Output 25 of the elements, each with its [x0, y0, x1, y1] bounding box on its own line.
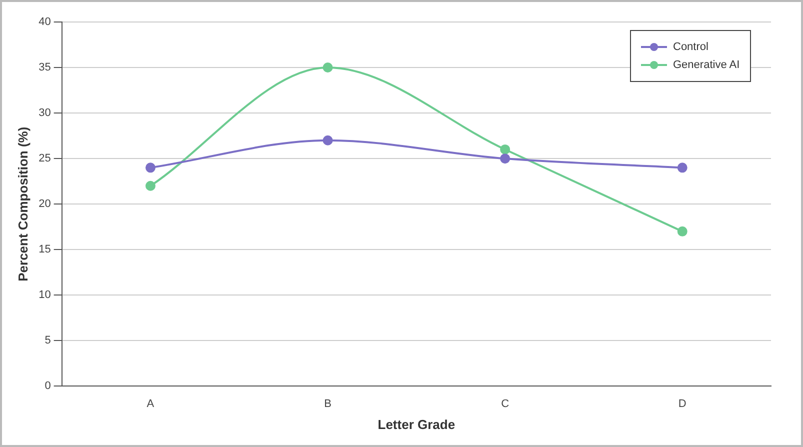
- y-tick-label: 25: [38, 152, 51, 165]
- y-tick-label: 10: [38, 289, 51, 302]
- point: [500, 144, 510, 154]
- point: [145, 180, 156, 191]
- x-tick-label: B: [324, 398, 332, 410]
- y-tick-label: 0: [44, 380, 51, 392]
- y-tick-label: 15: [38, 244, 51, 256]
- y-tick-label: 30: [38, 107, 51, 120]
- legend-label: Control: [673, 41, 708, 53]
- x-axis-title: Letter Grade: [378, 416, 456, 432]
- y-tick-label: 40: [38, 16, 51, 28]
- point: [322, 135, 333, 146]
- point: [500, 154, 510, 164]
- legend-label: Generative AI: [673, 59, 740, 71]
- point: [677, 162, 688, 173]
- x-tick-label: A: [146, 398, 155, 410]
- point: [145, 162, 156, 173]
- x-tick-label: C: [501, 398, 510, 410]
- y-tick-label: 35: [38, 62, 51, 74]
- point: [322, 62, 333, 73]
- x-tick-label: D: [678, 398, 686, 410]
- y-tick-label: 5: [44, 334, 51, 347]
- y-axis-title: Percent Composition (%): [15, 126, 30, 282]
- y-tick-label: 20: [38, 198, 51, 210]
- point: [677, 226, 688, 236]
